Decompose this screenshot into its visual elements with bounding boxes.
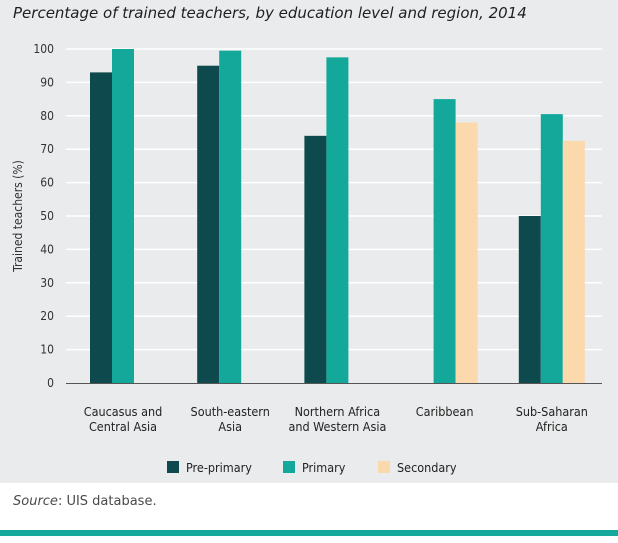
- legend-swatch: [378, 461, 390, 473]
- bar-secondary: [455, 122, 478, 383]
- y-tick-label: 70: [40, 142, 54, 156]
- category-label: Northern Africa and Western Asia: [288, 404, 386, 434]
- source-label: Source: [13, 494, 58, 509]
- category-label: South-eastern Asia: [191, 404, 270, 434]
- y-tick-label: 0: [47, 376, 54, 390]
- category-label: Sub-Saharan Africa: [516, 404, 588, 434]
- category-label-line: Caucasus and: [84, 404, 163, 419]
- category-label-line: Africa: [536, 419, 568, 434]
- y-tick-label: 50: [40, 209, 54, 223]
- y-axis-title: Trained teachers (%): [11, 160, 25, 273]
- y-tick-label: 10: [40, 343, 54, 357]
- bar-primary: [112, 49, 134, 383]
- category-label-line: Caribbean: [416, 404, 474, 419]
- legend-label: Pre-primary: [186, 460, 252, 475]
- y-tick-label: 20: [40, 309, 54, 323]
- bar-chart: 0 10 20 30 40 50 60 70 80 90 100 Trained teachers (…: [11, 42, 602, 475]
- category-label-line: and Western Asia: [288, 419, 386, 434]
- source-note: Source: UIS database.: [13, 494, 157, 509]
- bottom-rule: [0, 530, 618, 536]
- y-tick-label: 100: [33, 42, 54, 56]
- category-label-line: Asia: [218, 419, 242, 434]
- bar-pre-primary: [197, 65, 220, 383]
- bar-primary: [540, 114, 563, 383]
- category-label-line: Sub-Saharan: [516, 404, 588, 419]
- chart-title: Percentage of trained teachers, by educa…: [13, 4, 527, 22]
- bar-pre-primary: [518, 216, 541, 383]
- y-tick-label: 30: [40, 276, 54, 290]
- bar-primary: [326, 57, 349, 383]
- category-label: Caribbean: [416, 404, 474, 419]
- legend-swatch: [167, 461, 179, 473]
- bar-secondary: [562, 140, 585, 383]
- bar-pre-primary: [304, 135, 327, 383]
- category-label: Caucasus and Central Asia: [84, 404, 163, 434]
- source-text: : UIS database.: [57, 494, 157, 509]
- y-tick-label: 90: [40, 75, 54, 89]
- y-tick-label: 80: [40, 109, 54, 123]
- legend-label: Primary: [302, 460, 346, 475]
- y-tick-label: 60: [40, 176, 54, 190]
- category-label-line: Central Asia: [89, 419, 157, 434]
- bar-primary: [433, 99, 456, 383]
- legend-swatch: [283, 461, 295, 473]
- y-tick-label: 40: [40, 242, 54, 256]
- bar-pre-primary: [90, 72, 112, 383]
- category-label-line: Northern Africa: [295, 404, 381, 419]
- legend-label: Secondary: [397, 460, 457, 475]
- category-label-line: South-eastern: [191, 404, 270, 419]
- bar-primary: [219, 50, 242, 384]
